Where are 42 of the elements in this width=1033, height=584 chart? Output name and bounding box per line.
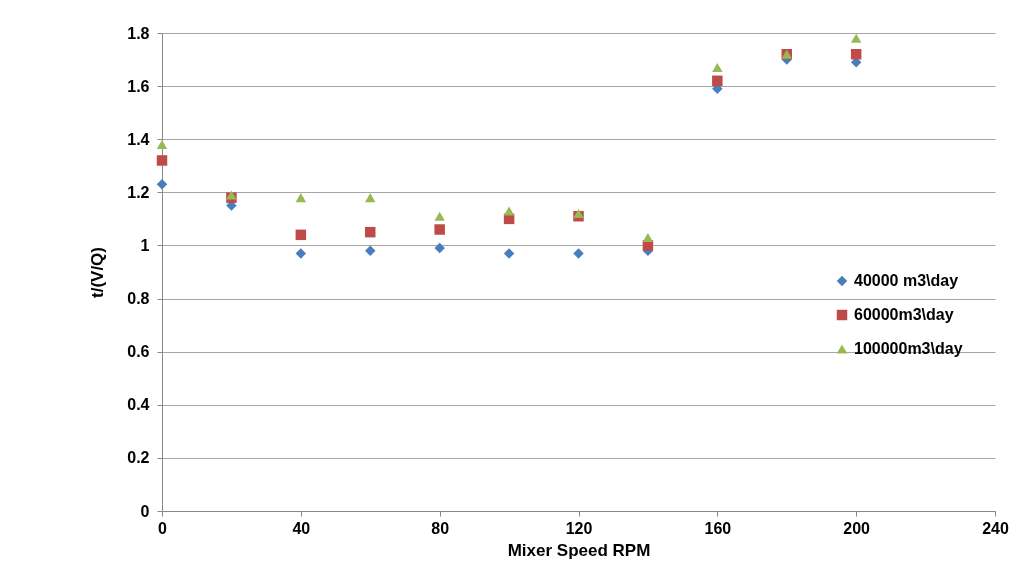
x-tick-label: 80 [431,519,450,537]
y-tick-label: 0.4 [127,396,150,414]
x-axis-title: Mixer Speed RPM [507,540,651,560]
y-tick-label: 1.6 [127,77,150,95]
y-tick-label: 0.6 [127,343,150,361]
point [573,248,584,259]
y-tick-label: 1.2 [127,183,150,201]
point [156,139,168,150]
y-tick-label: 0 [140,502,150,520]
point [365,193,376,203]
y-tick-label: 1 [140,236,150,254]
legend-label: 40000 m3\day [854,272,959,289]
x-tick-label: 120 [565,519,593,537]
point [850,33,862,43]
point [642,232,654,243]
y-axis-title: t/(V/Q) [88,247,108,298]
legend-label: 60000m3\day [854,306,954,323]
x-tick-label: 0 [158,519,168,537]
point [503,248,515,259]
legend-label: 100000m3\day [854,340,963,357]
x-tick-label: 40 [292,519,311,537]
x-tick-label: 200 [843,519,871,537]
point [365,245,376,256]
point [295,248,307,259]
point [850,49,862,60]
y-tick-label: 1.8 [127,24,150,42]
y-tick-label: 0.2 [127,449,150,467]
point [365,226,376,238]
point [712,75,723,87]
x-tick-label: 240 [982,519,1009,537]
point [503,206,515,216]
x-tick-label: 160 [704,519,732,537]
point [434,224,445,235]
point [712,62,723,73]
y-tick-label: 0.8 [127,290,150,308]
point [156,155,168,166]
point [156,179,168,190]
point [434,211,445,221]
point [295,193,307,203]
point [434,242,445,254]
y-tick-label: 1.4 [127,130,150,148]
point [295,229,307,241]
